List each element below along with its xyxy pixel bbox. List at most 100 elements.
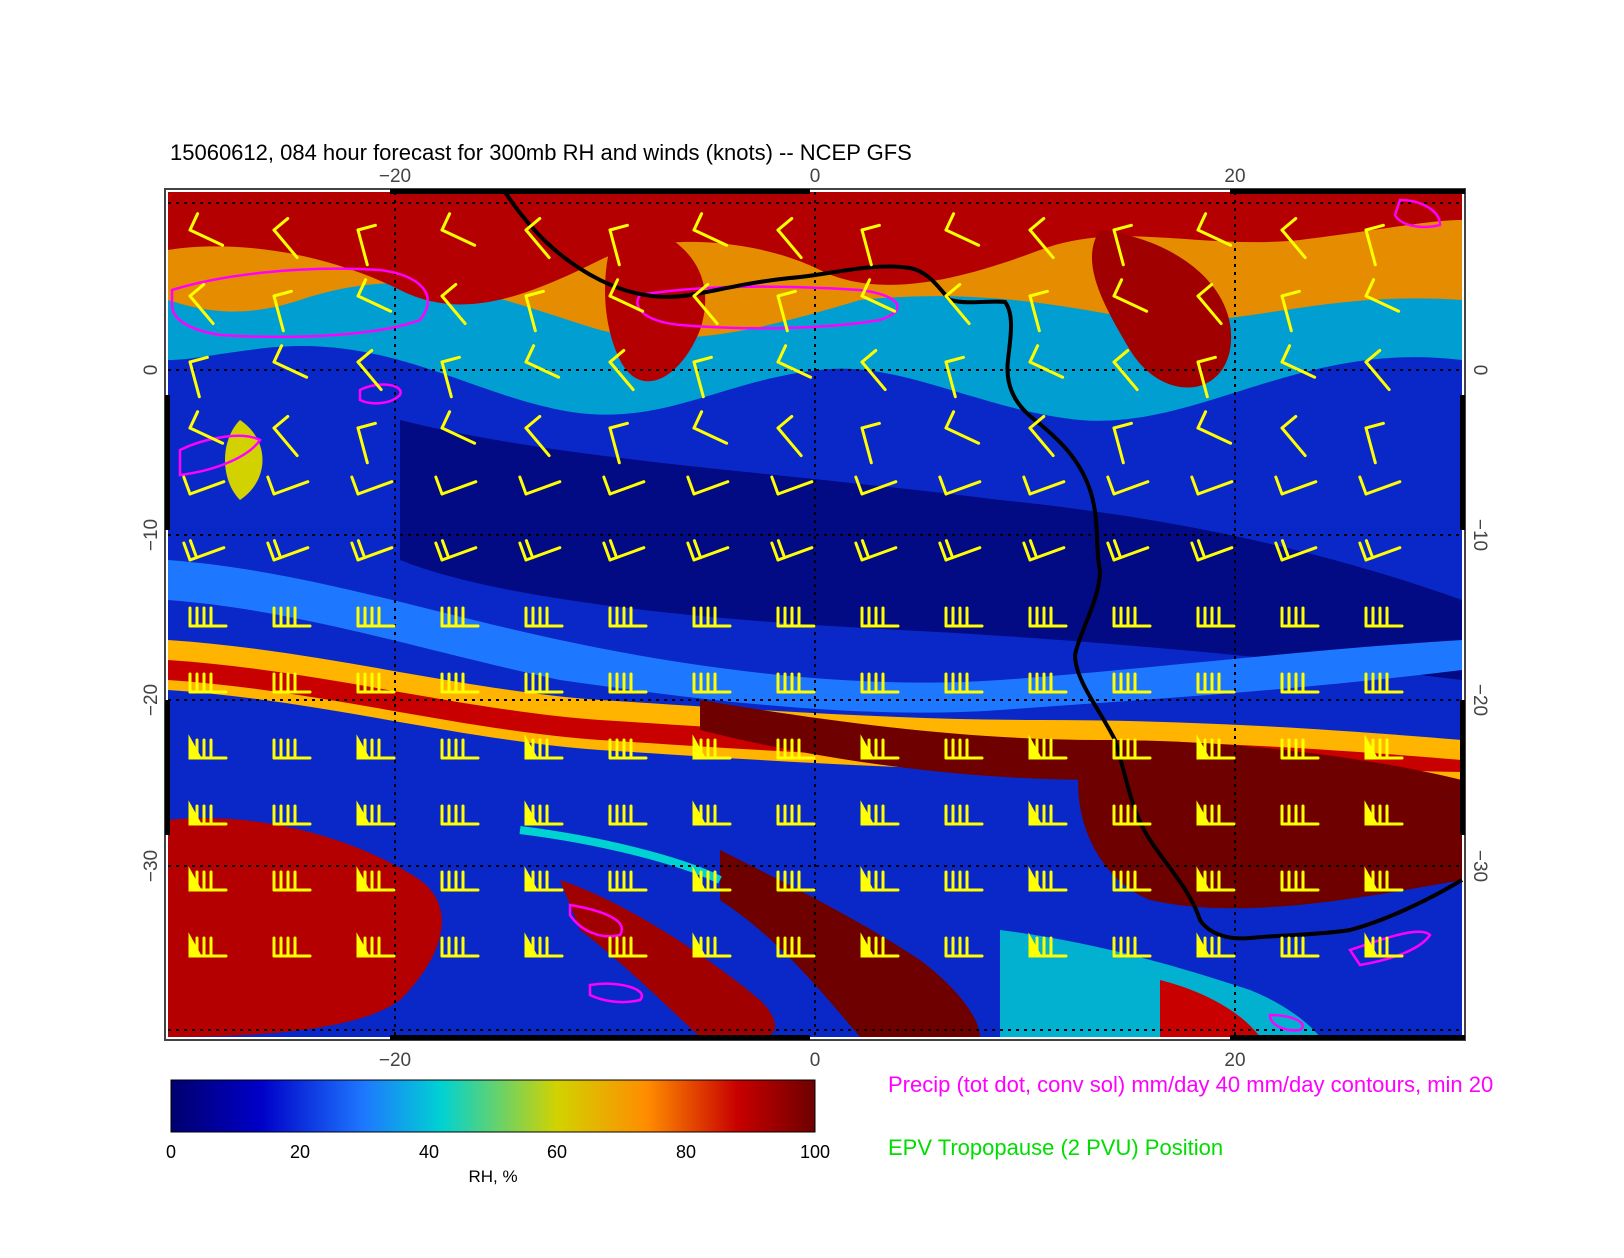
wind-barb: [440, 870, 480, 892]
wind-barb: [944, 936, 984, 958]
wind-barb: [518, 539, 562, 562]
wind-barb: [776, 289, 797, 333]
wind-barb: [1364, 932, 1404, 958]
wind-barb: [524, 734, 564, 760]
wind-barb: [860, 278, 897, 313]
lat-tick-right-neg20: −20: [1469, 684, 1490, 716]
wind-barb: [1190, 475, 1234, 496]
wind-barb: [1364, 672, 1404, 694]
wind-barb: [1364, 606, 1404, 628]
wind-barb: [1112, 606, 1152, 628]
wind-barb: [608, 672, 648, 694]
wind-barb: [524, 800, 564, 826]
wind-barb: [440, 355, 461, 399]
colorbar-tick-100: 100: [800, 1142, 830, 1162]
wind-barb: [188, 212, 225, 247]
wind-barb: [272, 414, 299, 458]
wind-barb: [692, 734, 732, 760]
wind-barb: [1196, 410, 1233, 445]
wind-barb: [1196, 672, 1236, 694]
wind-barb: [440, 804, 480, 826]
wind-barb: [272, 804, 312, 826]
wind-barb: [692, 606, 732, 628]
wind-barb: [266, 475, 310, 496]
wind-barb: [692, 410, 729, 445]
wind-barb: [1112, 421, 1133, 465]
wind-barb: [1364, 866, 1404, 892]
wind-barb: [356, 866, 396, 892]
wind-barb: [1112, 804, 1152, 826]
wind-barb: [608, 804, 648, 826]
wind-barb: [944, 672, 984, 694]
wind-barb: [776, 936, 816, 958]
wind-barb: [524, 866, 564, 892]
wind-barb: [356, 223, 377, 267]
wind-barb: [1196, 606, 1236, 628]
wind-barb: [944, 355, 965, 399]
wind-barb: [602, 539, 646, 562]
wind-barb: [860, 866, 900, 892]
wind-barb: [1280, 289, 1301, 333]
wind-barb: [860, 672, 900, 694]
wind-barb: [1112, 672, 1152, 694]
wind-barb: [1364, 348, 1391, 392]
wind-barb: [434, 539, 478, 562]
wind-barb: [776, 870, 816, 892]
wind-barb: [938, 475, 982, 496]
wind-barb: [524, 672, 564, 694]
lon-tick-bottom-0: 0: [810, 1050, 821, 1071]
wind-barbs: [182, 212, 1404, 958]
colorbar-tick-80: 80: [676, 1142, 696, 1162]
wind-barb: [608, 936, 648, 958]
wind-barb: [188, 672, 228, 694]
wind-barb: [1358, 475, 1402, 496]
wind-barb: [860, 348, 887, 392]
wind-barb: [182, 539, 226, 562]
wind-barb: [860, 800, 900, 826]
wind-barb: [518, 475, 562, 496]
wind-barb: [944, 804, 984, 826]
wind-barb: [524, 606, 564, 628]
wind-barb: [440, 212, 477, 247]
wind-barb: [692, 672, 732, 694]
wind-barb: [1274, 539, 1318, 562]
wind-barb: [1112, 278, 1149, 313]
wind-barb: [854, 539, 898, 562]
wind-barb: [944, 738, 984, 760]
wind-barb: [776, 414, 803, 458]
wind-barb: [188, 355, 209, 399]
wind-barb: [440, 672, 480, 694]
wind-barb: [1280, 414, 1307, 458]
colorbar-tick-20: 20: [290, 1142, 310, 1162]
wind-barb: [692, 932, 732, 958]
wind-barb: [524, 414, 551, 458]
wind-barb: [440, 282, 467, 326]
lon-tick-bottom-neg20: −20: [379, 1050, 411, 1071]
wind-barb: [1364, 421, 1385, 465]
wind-barb: [944, 212, 981, 247]
wind-barb: [1196, 932, 1236, 958]
wind-barb: [1364, 223, 1385, 267]
wind-barb: [1112, 223, 1133, 267]
wind-barb: [188, 410, 225, 445]
wind-barb: [440, 606, 480, 628]
wind-barb: [686, 539, 730, 562]
wind-barb: [356, 932, 396, 958]
wind-barb: [188, 932, 228, 958]
wind-barb: [356, 672, 396, 694]
wind-barb: [272, 216, 299, 260]
wind-barb: [272, 289, 293, 333]
wind-barb: [1028, 866, 1068, 892]
wind-barb: [860, 932, 900, 958]
wind-barb: [1280, 738, 1320, 760]
wind-barb: [1358, 539, 1402, 562]
wind-barb: [1106, 475, 1150, 496]
wind-barb: [1280, 870, 1320, 892]
wind-barb: [860, 734, 900, 760]
wind-barb: [944, 870, 984, 892]
wind-barb: [272, 344, 309, 379]
wind-barb: [272, 936, 312, 958]
graticule: [168, 192, 1462, 1037]
wind-barb: [1106, 539, 1150, 562]
